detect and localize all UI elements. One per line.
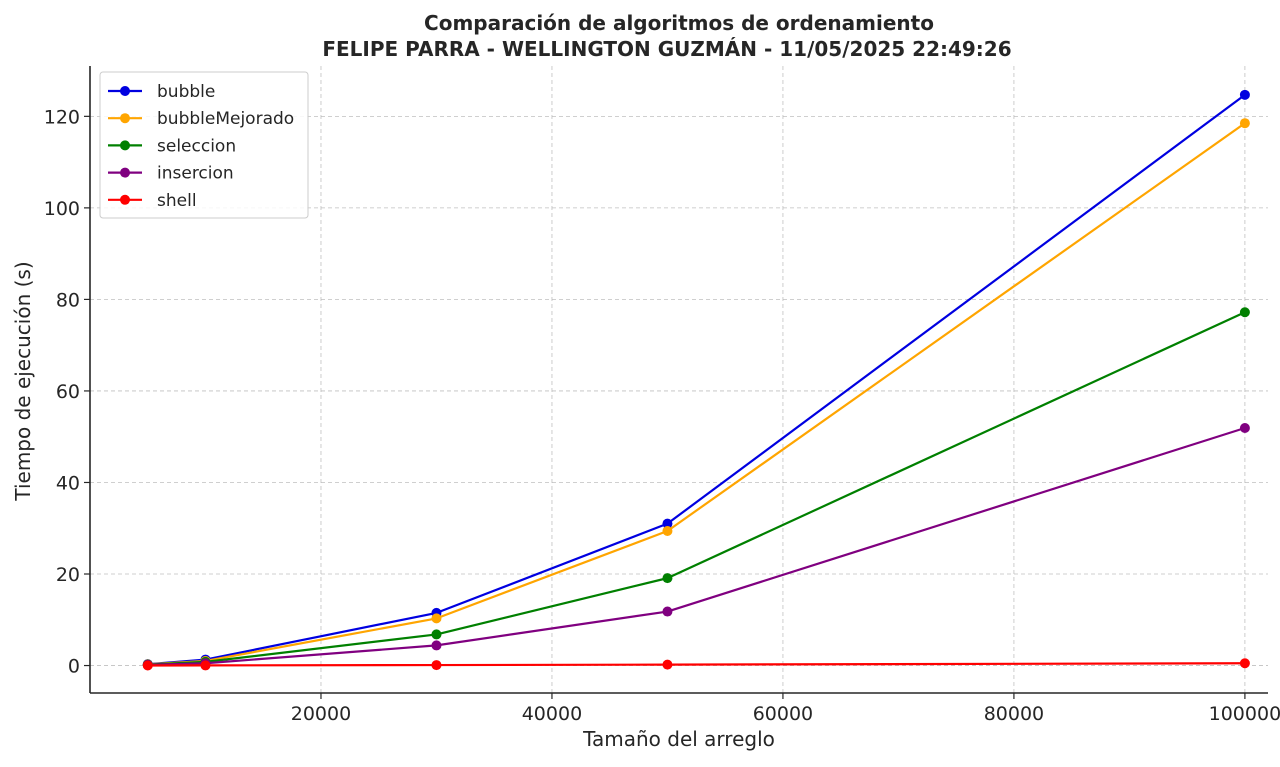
x-axis-label: Tamaño del arreglo (582, 727, 775, 751)
x-tick-label: 100000 (1209, 703, 1280, 725)
series-insercion (142, 423, 1250, 670)
data-point-bubbleMejorado (431, 613, 442, 624)
series-line-seleccion (147, 311, 1246, 666)
legend-swatch-marker (120, 140, 130, 151)
legend-frame (99, 71, 309, 219)
y-tick-label: 20 (56, 564, 80, 586)
series-bubble (142, 89, 1250, 670)
data-point-insercion (431, 640, 442, 651)
data-point-bubble (1239, 89, 1250, 100)
x-tick-label: 60000 (753, 703, 813, 725)
axes (89, 66, 1268, 694)
chart-subtitle: FELIPE PARRA - WELLINGTON GUZMÁN - 11/05… (322, 37, 1011, 61)
series-bubbleMejorado (142, 118, 1250, 670)
x-tick-label: 40000 (522, 703, 582, 725)
legend-label: bubble (157, 82, 215, 102)
y-tick-label: 0 (68, 656, 80, 678)
data-point-shell (1239, 658, 1250, 669)
legend-item-seleccion: seleccion (108, 136, 236, 156)
chart-title: Comparación de algoritmos de ordenamient… (424, 11, 934, 35)
data-point-bubbleMejorado (662, 525, 673, 536)
legend-label: shell (157, 191, 197, 211)
legend-swatch-marker (120, 86, 130, 96)
data-point-seleccion (431, 629, 442, 640)
series-lines (142, 89, 1250, 671)
series-shell (142, 658, 1250, 671)
legend-item-shell: shell (108, 191, 197, 211)
y-tick-label: 80 (56, 289, 80, 311)
series-line-bubbleMejorado (147, 122, 1246, 666)
data-point-shell (662, 659, 673, 670)
legend-label: insercion (157, 164, 234, 184)
data-point-shell (431, 660, 442, 671)
series-line-bubble (147, 93, 1246, 666)
y-tick-label: 100 (44, 198, 80, 220)
legend-item-insercion: insercion (108, 164, 234, 184)
data-point-insercion (1239, 423, 1250, 434)
series-seleccion (142, 307, 1250, 670)
y-tick-label: 40 (56, 472, 80, 494)
y-tick-label: 60 (56, 381, 80, 403)
data-point-bubble (662, 518, 673, 529)
data-point-bubbleMejorado (1239, 118, 1250, 129)
tick-labels: 20000 40000 60000 80000 100000 0 20 40 60 80 100 12… (44, 106, 1280, 725)
legend-swatch-marker (120, 113, 130, 124)
data-point-seleccion (662, 573, 673, 584)
y-tick-label: 120 (44, 106, 80, 128)
series-line-insercion (147, 426, 1246, 666)
legend-swatch-marker (120, 167, 130, 178)
legend-label: bubbleMejorado (157, 109, 294, 129)
legend-swatch-marker (120, 194, 130, 205)
y-axis-label: Tiempo de ejecución (s) (11, 261, 35, 501)
data-point-seleccion (1239, 307, 1250, 318)
x-tick-label: 20000 (291, 703, 351, 725)
legend-label: seleccion (157, 136, 236, 156)
legend: bubble bubbleMejorado seleccion insercion sh… (99, 71, 309, 219)
x-tick-label: 80000 (984, 703, 1044, 725)
data-point-shell (142, 660, 153, 671)
legend-item-bubble: bubble (108, 82, 215, 102)
legend-item-bubbleMejorado: bubbleMejorado (108, 109, 294, 129)
data-point-insercion (662, 606, 673, 617)
data-point-shell (200, 660, 211, 671)
